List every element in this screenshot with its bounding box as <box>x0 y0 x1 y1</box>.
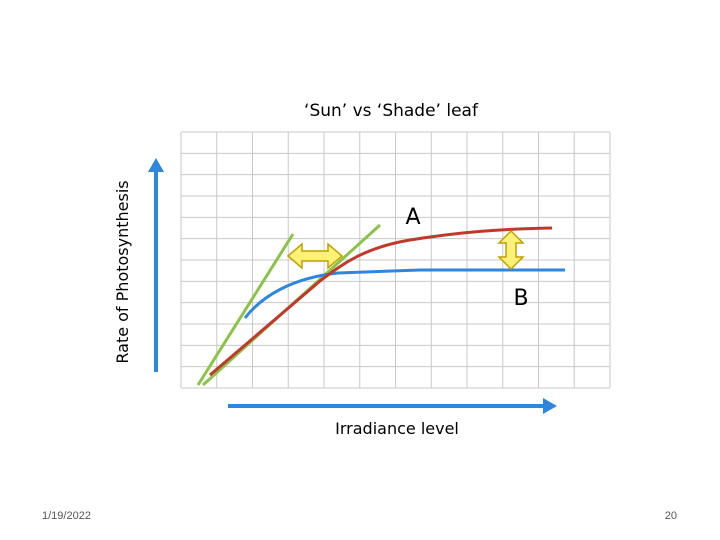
tangent-line-shade <box>196 233 295 386</box>
series-label-B: B <box>513 286 528 311</box>
chart-title: ‘Sun’ vs ‘Shade’ leaf <box>304 101 479 121</box>
x-axis-arrowhead <box>543 398 557 414</box>
series-line-B <box>243 268 565 319</box>
slide-page-number: 20 <box>665 510 677 522</box>
series-line-A <box>209 226 553 377</box>
slope-difference-arrow <box>286 242 344 270</box>
y-axis-label: Rate of Photosynthesis <box>113 180 132 363</box>
series-label-A: A <box>405 205 420 230</box>
max-rate-difference-arrow <box>497 229 525 271</box>
y-axis-arrowhead <box>148 158 164 172</box>
slide-date: 1/19/2022 <box>42 510 91 522</box>
chart-grid <box>180 131 611 389</box>
x-axis-label: Irradiance level <box>335 419 459 438</box>
